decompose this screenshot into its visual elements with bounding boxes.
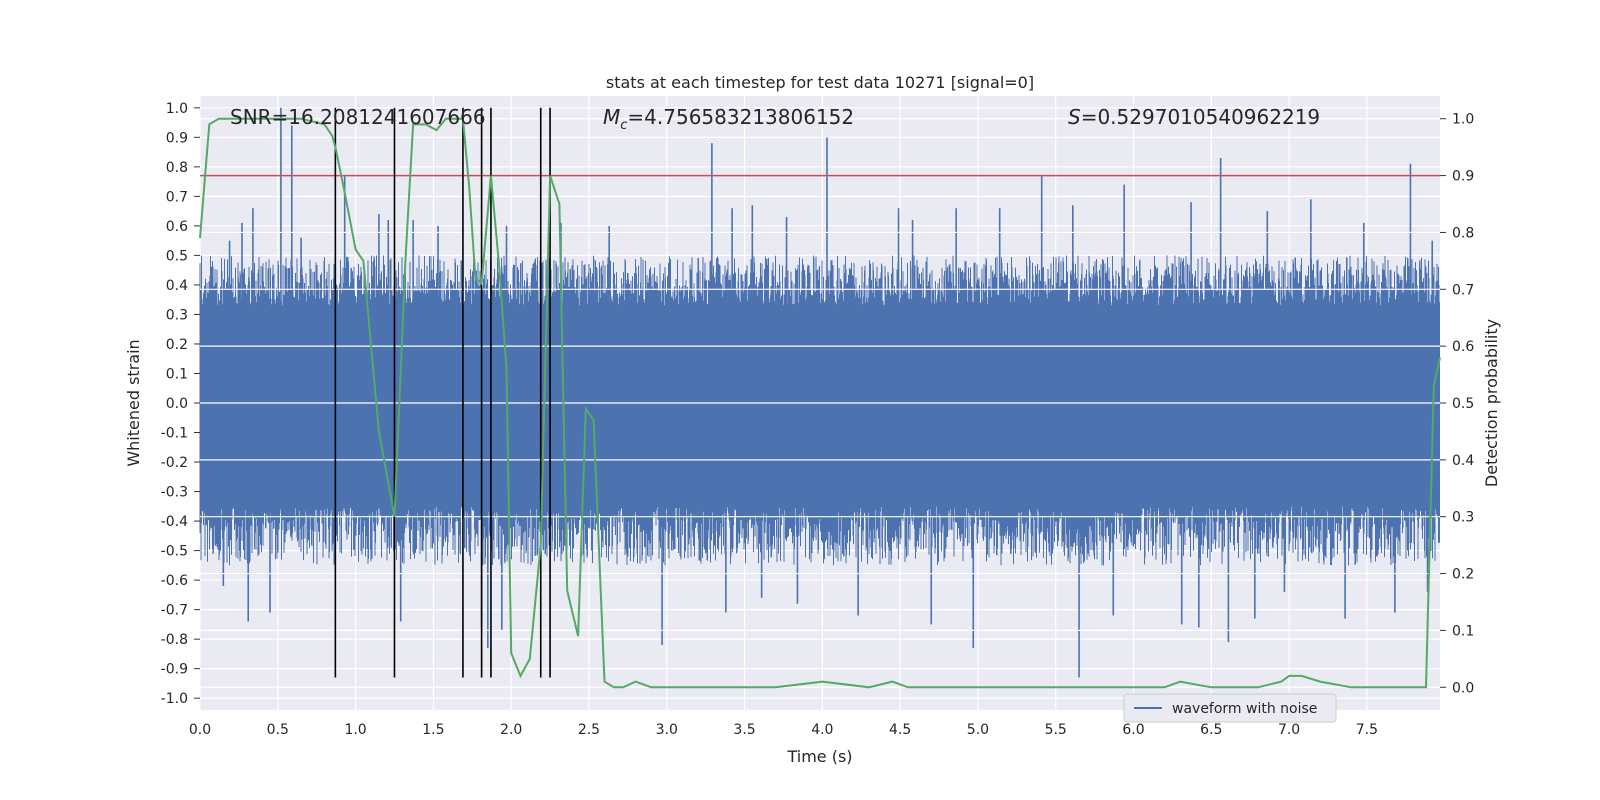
y-tick-label: 1.0 bbox=[166, 101, 188, 117]
x-tick-label: 0.5 bbox=[267, 722, 289, 738]
y-tick-label: -0.8 bbox=[161, 632, 188, 648]
x-tick-label: 2.5 bbox=[578, 722, 600, 738]
y-tick-label: 0.2 bbox=[166, 337, 188, 353]
y-tick-label: 0.9 bbox=[166, 130, 188, 146]
y-tick-label: 0.8 bbox=[166, 160, 188, 176]
y-tick-label: -0.6 bbox=[161, 573, 188, 589]
y2-tick-label: 0.6 bbox=[1452, 339, 1474, 355]
y-tick-label: -0.4 bbox=[161, 514, 188, 530]
y-tick-label: 0.4 bbox=[166, 278, 188, 294]
s-annotation: S=0.5297010540962219 bbox=[1068, 105, 1320, 129]
x-axis-ticks: 0.0 0.5 1.0 1.5 2.0 2.5 3.0 3.5 4.0 4.5 5.0 5.5 6.0 6… bbox=[189, 722, 1378, 738]
y2-tick-label: 0.8 bbox=[1452, 225, 1474, 241]
y-tick-label: 0.0 bbox=[166, 396, 188, 412]
x-tick-label: 6.5 bbox=[1200, 722, 1222, 738]
y2-tick-label: 0.5 bbox=[1452, 396, 1474, 412]
x-tick-label: 3.0 bbox=[656, 722, 678, 738]
y-tick-label: 0.3 bbox=[166, 307, 188, 323]
snr-annotation: SNR=16.2081241607666 bbox=[230, 105, 486, 129]
y2-tick-label: 0.0 bbox=[1452, 680, 1474, 696]
y2-tick-label: 0.3 bbox=[1452, 510, 1474, 526]
y2-axis-ticks: 1.0 0.9 0.8 0.7 0.6 0.5 0.4 0.3 0.2 0.1 0.0 bbox=[1440, 112, 1474, 696]
y-tick-label: -1.0 bbox=[161, 691, 188, 707]
y2-tick-label: 0.1 bbox=[1452, 623, 1474, 639]
x-tick-label: 1.0 bbox=[344, 722, 366, 738]
waveform-with-noise-series bbox=[199, 107, 1440, 678]
y-tick-label: -0.3 bbox=[161, 485, 188, 501]
legend-entry-waveform: waveform with noise bbox=[1172, 701, 1317, 717]
legend-box bbox=[1123, 693, 1337, 723]
y2-axis-label: Detection probability bbox=[1482, 319, 1501, 487]
y-tick-label: -0.9 bbox=[161, 662, 188, 678]
waveform-noise-spikes bbox=[199, 255, 1440, 566]
y-axis-label: Whitened strain bbox=[124, 339, 143, 466]
x-tick-label: 1.5 bbox=[422, 722, 444, 738]
x-tick-label: 5.5 bbox=[1045, 722, 1067, 738]
y-tick-label: 0.6 bbox=[166, 219, 188, 235]
x-tick-label: 7.0 bbox=[1278, 722, 1300, 738]
x-tick-label: 4.0 bbox=[811, 722, 833, 738]
mc-annotation: Mc=4.756583213806152 bbox=[603, 105, 854, 133]
x-tick-label: 7.5 bbox=[1356, 722, 1378, 738]
y-tick-label: 0.5 bbox=[166, 248, 188, 264]
y-tick-label: -0.7 bbox=[161, 603, 188, 619]
y2-tick-label: 1.0 bbox=[1452, 112, 1474, 128]
legend: waveform with noise bbox=[1123, 693, 1337, 723]
x-axis-label: Time (s) bbox=[786, 747, 852, 766]
y-tick-label: 0.1 bbox=[166, 366, 188, 382]
x-tick-label: 3.5 bbox=[733, 722, 755, 738]
y2-tick-label: 0.7 bbox=[1452, 282, 1474, 298]
y2-tick-label: 0.9 bbox=[1452, 169, 1474, 185]
x-tick-label: 4.5 bbox=[889, 722, 911, 738]
x-tick-label: 0.0 bbox=[189, 722, 211, 738]
y-tick-label: 0.7 bbox=[166, 189, 188, 205]
detection-probability-series bbox=[199, 117, 1441, 689]
x-tick-label: 2.0 bbox=[500, 722, 522, 738]
x-tick-label: 5.0 bbox=[967, 722, 989, 738]
y-tick-label: -0.1 bbox=[161, 426, 188, 442]
y-tick-label: -0.2 bbox=[161, 455, 188, 471]
y2-tick-label: 0.2 bbox=[1452, 567, 1474, 583]
y-tick-label: -0.5 bbox=[161, 544, 188, 560]
chart-title: stats at each timestep for test data 102… bbox=[606, 73, 1034, 92]
y2-tick-label: 0.4 bbox=[1452, 453, 1474, 469]
x-tick-label: 6.0 bbox=[1122, 722, 1144, 738]
y-axis-ticks: 1.0 0.9 0.8 0.7 0.6 0.5 0.4 0.3 0.2 0.1 0.0 -0.1 -0.… bbox=[161, 101, 200, 707]
